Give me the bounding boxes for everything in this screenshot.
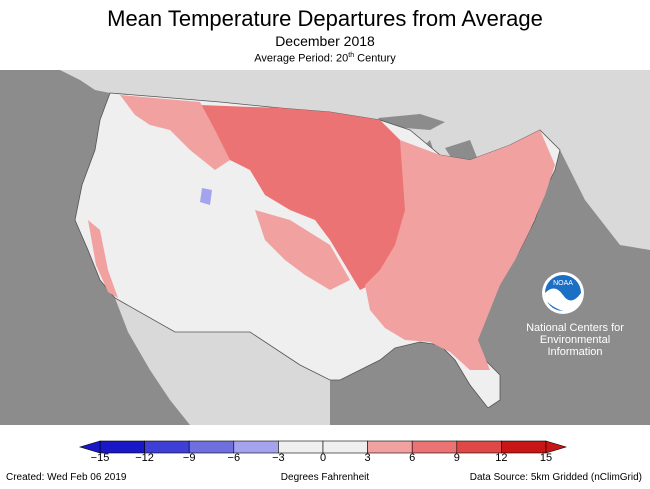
legend-arrow-right	[545, 440, 568, 454]
mexico-landmass	[115, 298, 330, 425]
legend-tick-label: 6	[409, 452, 416, 464]
temperature-map: NOAA National Centers for Environmental …	[0, 70, 650, 425]
average-period: Average Period: 20th Century	[0, 52, 650, 65]
legend-ticks: −15 −12 −9 −6 −3 0 3 6 9 12 15	[0, 452, 650, 466]
legend-tick-label: −15	[90, 452, 110, 464]
legend-tick-label: 3	[364, 452, 371, 464]
period-suffix: Century	[354, 52, 396, 65]
legend-arrow-left	[78, 440, 101, 454]
canada-landmass	[60, 70, 650, 250]
map-subtitle: December 2018	[275, 33, 375, 49]
unit-label: Degrees Fahrenheit	[280, 472, 370, 483]
legend-tick-label: −6	[227, 452, 241, 464]
period-sup: th	[348, 52, 355, 59]
created-date: Created: Wed Feb 06 2019	[6, 472, 127, 483]
legend-tick-label: −12	[135, 452, 154, 464]
warm-anomaly-west-coast	[88, 220, 118, 298]
noaa-logo-text: NOAA	[553, 280, 573, 287]
ncei-label: National Centers for Environmental Infor…	[500, 322, 650, 358]
legend-tick-label: 12	[495, 452, 508, 464]
legend-tick-label: −9	[182, 452, 196, 464]
color-legend	[78, 440, 568, 454]
map-svg	[60, 70, 650, 425]
data-source: Data Source: 5km Gridded (nClimGrid)	[469, 472, 642, 483]
noaa-logo: NOAA	[542, 272, 584, 314]
map-title: Mean Temperature Departures from Average	[107, 6, 543, 31]
warm-anomaly-north	[195, 105, 410, 290]
legend-tick-label: 0	[319, 452, 327, 464]
legend-tick-label: −3	[272, 452, 285, 464]
great-lakes	[378, 114, 522, 200]
warm-anomaly-northwest	[120, 95, 230, 170]
org-line-2: Environmental	[539, 334, 611, 346]
org-line-1: National Centers for	[526, 322, 624, 334]
legend-tick-label: 15	[539, 452, 553, 464]
period-prefix: Average Period: 20	[254, 52, 349, 65]
warm-anomaly-east	[365, 130, 555, 370]
legend-tick-label: 9	[453, 452, 460, 464]
warm-anomaly-plains	[255, 210, 350, 290]
org-line-3: Information	[547, 346, 603, 358]
cool-anomaly-wyoming	[200, 188, 212, 205]
